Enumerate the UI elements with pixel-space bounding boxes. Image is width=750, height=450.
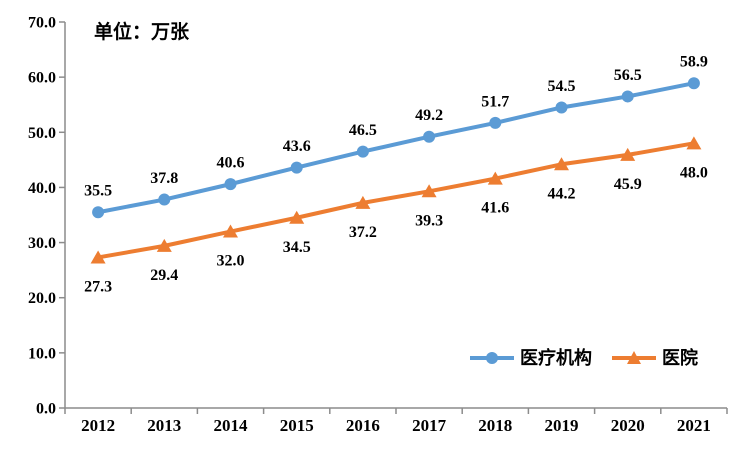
point-circle-marker xyxy=(555,101,568,114)
x-tick-label: 2013 xyxy=(147,416,181,435)
data-labels: 35.5 37.8 40.6 43.6 46.5 49.2 51.7 54.5 56.5 58.9… xyxy=(84,54,708,296)
y-tick-label: 30.0 xyxy=(28,235,56,252)
y-tick-label: 50.0 xyxy=(28,125,56,142)
data-label: 39.3 xyxy=(415,212,443,229)
series-line-医院 xyxy=(96,141,696,260)
data-label: 58.9 xyxy=(680,54,708,71)
point-circle-marker xyxy=(687,77,700,90)
point-circle-marker xyxy=(423,130,436,143)
point-circle-marker xyxy=(158,193,171,206)
data-label: 41.6 xyxy=(481,200,509,217)
x-tick-label: 2021 xyxy=(677,416,711,435)
point-circle-marker xyxy=(489,116,502,129)
data-label: 43.6 xyxy=(283,138,311,155)
data-label: 45.9 xyxy=(614,176,642,193)
data-label: 29.4 xyxy=(150,267,178,284)
axes: 0.0 10.0 20.0 30.0 40.0 50.0 60.0 70.0 2012 2013 2… xyxy=(28,15,728,435)
y-tick-label: 40.0 xyxy=(28,180,56,197)
y-tick-label: 60.0 xyxy=(28,70,56,87)
point-circle-marker xyxy=(92,206,105,219)
point-triangle-marker xyxy=(554,157,569,171)
data-label: 56.5 xyxy=(614,67,642,84)
x-tick-label: 2019 xyxy=(545,416,579,435)
y-tick-label: 0.0 xyxy=(36,401,56,418)
legend-label-medical-institutions: 医疗机构 xyxy=(520,347,592,368)
data-label: 40.6 xyxy=(217,155,245,172)
point-triangle-marker xyxy=(156,238,172,252)
point-triangle-marker xyxy=(620,147,636,161)
y-tick-label: 70.0 xyxy=(28,15,56,32)
data-label: 37.2 xyxy=(349,224,377,241)
data-label: 46.5 xyxy=(349,122,377,139)
chart-unit-label: 单位：万张 xyxy=(94,20,190,43)
point-triangle-marker xyxy=(421,184,437,198)
point-circle-marker xyxy=(290,161,303,174)
y-tick-label: 10.0 xyxy=(28,345,56,362)
data-label: 35.5 xyxy=(84,183,112,200)
point-circle-marker xyxy=(224,178,237,191)
legend-triangle-marker-icon xyxy=(627,351,641,364)
x-tick-label: 2012 xyxy=(81,416,115,435)
legend-item-hospitals: 医院 xyxy=(612,347,698,368)
data-label: 34.5 xyxy=(283,239,311,256)
point-triangle-marker xyxy=(487,171,503,185)
data-label: 48.0 xyxy=(680,164,708,181)
point-triangle-marker xyxy=(686,136,702,150)
data-label: 32.0 xyxy=(217,253,245,270)
legend-circle-marker-icon xyxy=(486,352,498,364)
series-lines xyxy=(90,77,702,264)
data-label: 27.3 xyxy=(84,278,112,295)
point-triangle-marker xyxy=(355,195,371,209)
x-tick-label: 2017 xyxy=(412,416,447,435)
series-line-医疗机构 xyxy=(96,81,696,215)
x-tick-label: 2018 xyxy=(478,416,512,435)
x-tick-label: 2020 xyxy=(611,416,645,435)
data-label: 44.2 xyxy=(548,185,576,202)
data-label: 54.5 xyxy=(548,78,576,95)
data-label: 49.2 xyxy=(415,107,443,124)
legend-item-medical-institutions: 医疗机构 xyxy=(470,347,592,368)
legend-label-hospitals: 医院 xyxy=(662,347,698,368)
point-triangle-marker xyxy=(90,250,106,264)
point-triangle-marker xyxy=(289,210,305,224)
data-label: 37.8 xyxy=(150,170,178,187)
x-tick-label: 2014 xyxy=(214,416,249,435)
point-circle-marker xyxy=(621,90,634,103)
legend: 医疗机构 医院 xyxy=(470,347,698,368)
point-triangle-marker xyxy=(223,224,238,238)
point-circle-marker xyxy=(356,145,369,158)
y-tick-label: 20.0 xyxy=(28,290,56,307)
x-tick-label: 2016 xyxy=(346,416,380,435)
x-tick-label: 2015 xyxy=(280,416,314,435)
data-label: 51.7 xyxy=(481,93,509,110)
